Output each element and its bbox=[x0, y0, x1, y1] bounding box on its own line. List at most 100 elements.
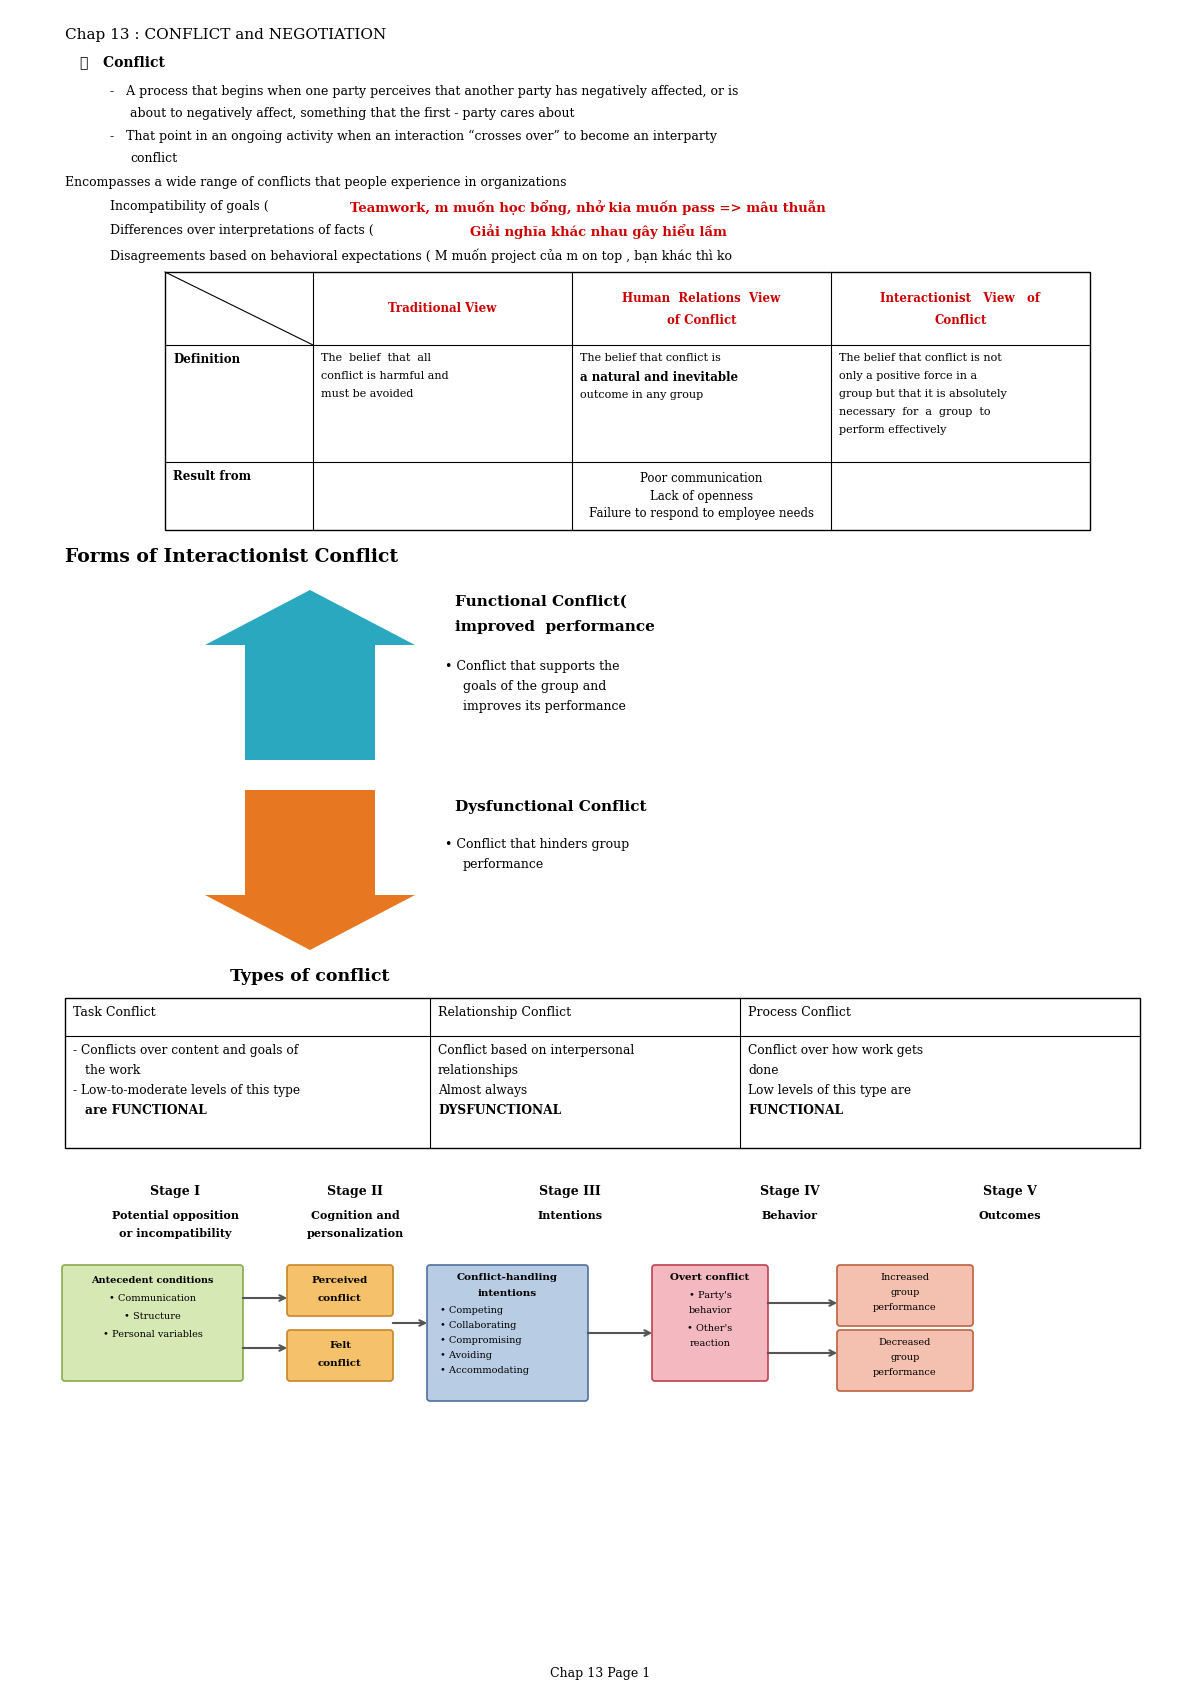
Text: group but that it is absolutely: group but that it is absolutely bbox=[839, 389, 1007, 400]
Text: Dysfunctional Conflict: Dysfunctional Conflict bbox=[455, 801, 647, 814]
Text: Forms of Interactionist Conflict: Forms of Interactionist Conflict bbox=[65, 547, 398, 566]
Text: • Structure: • Structure bbox=[124, 1312, 181, 1321]
Text: • Collaborating: • Collaborating bbox=[440, 1321, 516, 1329]
Text: Disagreements based on behavioral expectations ( M muốn project của m on top , b: Disagreements based on behavioral expect… bbox=[110, 248, 732, 262]
Text: Stage II: Stage II bbox=[328, 1185, 383, 1198]
Text: improves its performance: improves its performance bbox=[463, 700, 626, 712]
Bar bbox=[166, 272, 1090, 530]
Text: Poor communication: Poor communication bbox=[641, 471, 763, 484]
Text: Felt: Felt bbox=[329, 1341, 352, 1350]
Text: Lack of openness: Lack of openness bbox=[650, 490, 754, 503]
Text: The belief that conflict is: The belief that conflict is bbox=[580, 354, 721, 364]
Text: or incompatibility: or incompatibility bbox=[119, 1227, 232, 1239]
Bar bbox=[65, 998, 1140, 1148]
Text: Chap 13 : CONFLICT and NEGOTIATION: Chap 13 : CONFLICT and NEGOTIATION bbox=[65, 27, 386, 42]
Text: Overt conflict: Overt conflict bbox=[671, 1273, 750, 1282]
FancyBboxPatch shape bbox=[838, 1265, 973, 1326]
Text: • Conflict that hinders group: • Conflict that hinders group bbox=[445, 838, 629, 852]
Text: • Personal variables: • Personal variables bbox=[102, 1329, 203, 1340]
Text: Perceived: Perceived bbox=[312, 1277, 368, 1285]
FancyBboxPatch shape bbox=[427, 1265, 588, 1401]
Text: perform effectively: perform effectively bbox=[839, 425, 947, 435]
Text: conflict: conflict bbox=[130, 151, 178, 165]
Text: • Competing: • Competing bbox=[440, 1306, 503, 1316]
Polygon shape bbox=[205, 790, 415, 950]
Text: outcome in any group: outcome in any group bbox=[580, 389, 703, 400]
Text: behavior: behavior bbox=[689, 1306, 732, 1316]
Text: - Conflicts over content and goals of: - Conflicts over content and goals of bbox=[73, 1044, 299, 1057]
Text: Decreased: Decreased bbox=[878, 1338, 931, 1346]
Text: relationships: relationships bbox=[438, 1064, 520, 1078]
Text: personalization: personalization bbox=[306, 1227, 403, 1239]
Text: Cognition and: Cognition and bbox=[311, 1210, 400, 1221]
Text: • Other's: • Other's bbox=[688, 1324, 733, 1333]
Text: • Compromising: • Compromising bbox=[440, 1336, 522, 1345]
Text: Incompatibility of goals (: Incompatibility of goals ( bbox=[110, 201, 277, 212]
Text: necessary  for  a  group  to: necessary for a group to bbox=[839, 406, 990, 416]
Text: performance: performance bbox=[874, 1368, 937, 1377]
Text: • Avoiding: • Avoiding bbox=[440, 1352, 492, 1360]
Text: Conflict based on interpersonal: Conflict based on interpersonal bbox=[438, 1044, 635, 1057]
Text: reaction: reaction bbox=[690, 1340, 731, 1348]
FancyBboxPatch shape bbox=[62, 1265, 242, 1380]
Text: Human  Relations  View: Human Relations View bbox=[623, 292, 781, 304]
Text: conflict: conflict bbox=[318, 1294, 362, 1302]
Text: group: group bbox=[890, 1289, 919, 1297]
Text: Encompasses a wide range of conflicts that people experience in organizations: Encompasses a wide range of conflicts th… bbox=[65, 177, 566, 189]
Text: • Party's: • Party's bbox=[689, 1290, 732, 1300]
Text: Outcomes: Outcomes bbox=[979, 1210, 1042, 1221]
Text: • Conflict that supports the: • Conflict that supports the bbox=[445, 660, 619, 673]
Text: The belief that conflict is not: The belief that conflict is not bbox=[839, 354, 1002, 364]
Text: about to negatively affect, something that the first - party cares about: about to negatively affect, something th… bbox=[130, 107, 575, 121]
Text: performance: performance bbox=[463, 858, 545, 870]
Text: Traditional View: Traditional View bbox=[389, 303, 497, 314]
Text: Conflict over how work gets: Conflict over how work gets bbox=[748, 1044, 923, 1057]
Text: Failure to respond to employee needs: Failure to respond to employee needs bbox=[589, 508, 814, 520]
Text: Functional Conflict(: Functional Conflict( bbox=[455, 595, 626, 609]
Text: Conflict-handling: Conflict-handling bbox=[457, 1273, 558, 1282]
Text: Result from: Result from bbox=[173, 469, 251, 483]
Text: ❖   Conflict: ❖ Conflict bbox=[80, 54, 164, 70]
Text: • Accommodating: • Accommodating bbox=[440, 1367, 529, 1375]
Text: Potential opposition: Potential opposition bbox=[112, 1210, 239, 1221]
Text: intentions: intentions bbox=[478, 1289, 538, 1299]
Text: a natural and inevitable: a natural and inevitable bbox=[580, 371, 738, 384]
Text: Intentions: Intentions bbox=[538, 1210, 602, 1221]
Text: Process Conflict: Process Conflict bbox=[748, 1006, 851, 1018]
Text: Conflict: Conflict bbox=[935, 314, 986, 326]
Text: Behavior: Behavior bbox=[762, 1210, 818, 1221]
Text: only a positive force in a: only a positive force in a bbox=[839, 371, 977, 381]
FancyBboxPatch shape bbox=[287, 1265, 394, 1316]
FancyBboxPatch shape bbox=[287, 1329, 394, 1380]
Text: of Conflict: of Conflict bbox=[667, 314, 737, 326]
Text: Task Conflict: Task Conflict bbox=[73, 1006, 156, 1018]
Text: Definition: Definition bbox=[173, 354, 240, 366]
Text: Teamwork, m muốn học bổng, nhở kia muốn pass => mâu thuẫn: Teamwork, m muốn học bổng, nhở kia muốn … bbox=[350, 201, 826, 214]
Text: Almost always: Almost always bbox=[438, 1085, 527, 1096]
Text: Antecedent conditions: Antecedent conditions bbox=[91, 1277, 214, 1285]
Text: Stage IV: Stage IV bbox=[760, 1185, 820, 1198]
Text: Increased: Increased bbox=[881, 1273, 930, 1282]
Text: must be avoided: must be avoided bbox=[322, 389, 413, 400]
Text: Low levels of this type are: Low levels of this type are bbox=[748, 1085, 911, 1096]
Text: DYSFUNCTIONAL: DYSFUNCTIONAL bbox=[438, 1103, 562, 1117]
Text: improved  performance: improved performance bbox=[455, 620, 655, 634]
Text: Stage I: Stage I bbox=[150, 1185, 200, 1198]
Text: Differences over interpretations of facts (: Differences over interpretations of fact… bbox=[110, 224, 382, 236]
FancyBboxPatch shape bbox=[838, 1329, 973, 1391]
Text: • Communication: • Communication bbox=[109, 1294, 196, 1302]
Text: group: group bbox=[890, 1353, 919, 1362]
Polygon shape bbox=[205, 590, 415, 760]
Text: Stage V: Stage V bbox=[983, 1185, 1037, 1198]
Text: are FUNCTIONAL: are FUNCTIONAL bbox=[85, 1103, 206, 1117]
Text: the work: the work bbox=[85, 1064, 140, 1078]
Text: FUNCTIONAL: FUNCTIONAL bbox=[748, 1103, 844, 1117]
Text: -   A process that begins when one party perceives that another party has negati: - A process that begins when one party p… bbox=[110, 85, 738, 99]
Text: Relationship Conflict: Relationship Conflict bbox=[438, 1006, 571, 1018]
Text: goals of the group and: goals of the group and bbox=[463, 680, 606, 694]
Text: The  belief  that  all: The belief that all bbox=[322, 354, 431, 364]
Text: Chap 13 Page 1: Chap 13 Page 1 bbox=[550, 1668, 650, 1680]
Text: conflict is harmful and: conflict is harmful and bbox=[322, 371, 449, 381]
Text: Interactionist   View   of: Interactionist View of bbox=[881, 292, 1040, 304]
Text: done: done bbox=[748, 1064, 779, 1078]
